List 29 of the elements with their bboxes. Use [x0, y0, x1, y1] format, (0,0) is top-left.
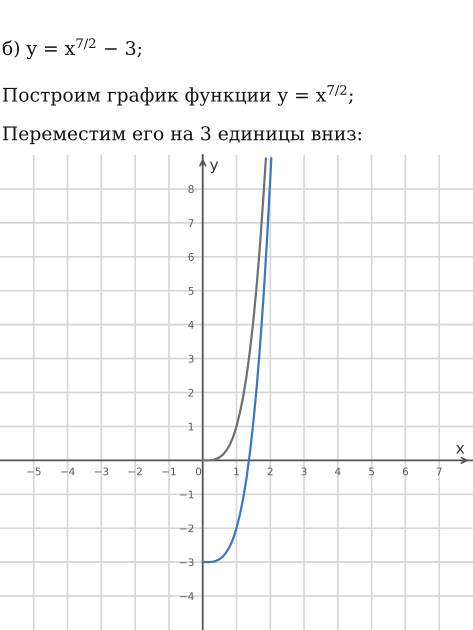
- y-tick-label: 6: [188, 253, 194, 261]
- y-tick-label: 7: [188, 219, 194, 227]
- y-axis-title: y: [210, 162, 218, 174]
- x-tick-label: 5: [369, 468, 374, 476]
- y-tick-label: −4: [180, 592, 194, 600]
- x-tick-label: 0: [196, 467, 202, 476]
- x-tick-label: 1: [234, 468, 239, 476]
- y-tick-label: 8: [188, 185, 194, 194]
- x-tick-label: −2: [128, 467, 142, 476]
- x-tick-label: 3: [302, 467, 307, 476]
- y-tick-label: −3: [180, 558, 194, 566]
- x-tick-label: 2: [268, 467, 273, 476]
- y-tick-label: 1: [188, 422, 194, 430]
- y-tick-label: −1: [180, 490, 194, 498]
- chart-subtitle: Построим график функции y = x$^{7/2}$; Переместим его на 3 единицы вниз:: [2, 85, 361, 144]
- x-tick-label: −5: [27, 468, 41, 476]
- x-tick-label: 4: [335, 468, 341, 476]
- x-tick-label: −4: [60, 468, 75, 476]
- chart-title: б) y = x$^{7/2}$ − 3;: [2, 38, 142, 60]
- x-tick-label: 7: [436, 468, 442, 476]
- x-tick-label: −3: [94, 467, 108, 476]
- y-tick-label: 5: [188, 287, 194, 295]
- y-tick-label: 3: [188, 354, 194, 363]
- x-tick-label: 6: [402, 467, 408, 476]
- y-tick-label: 2: [188, 388, 194, 396]
- x-tick-label: −1: [162, 468, 176, 476]
- y-tick-label: −2: [180, 524, 194, 532]
- x-axis-title: x: [456, 445, 464, 454]
- y-tick-label: 4: [188, 321, 194, 329]
